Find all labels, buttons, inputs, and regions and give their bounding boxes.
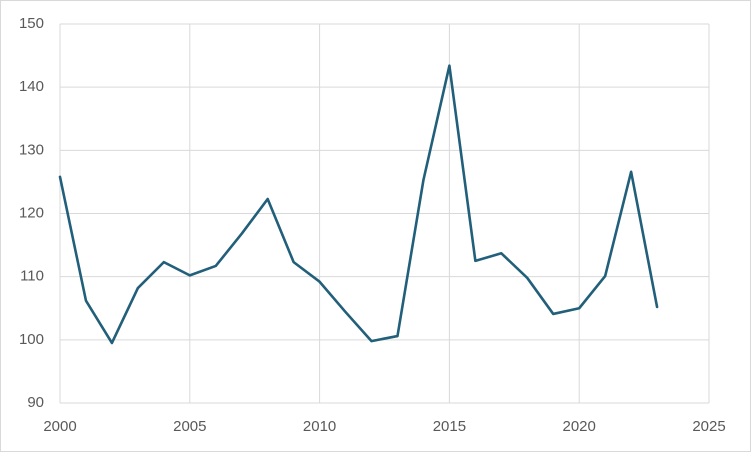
y-tick-label: 100 <box>19 331 44 348</box>
data-line <box>58 64 659 345</box>
y-tick-label: 120 <box>19 204 44 221</box>
y-tick-label: 90 <box>27 394 44 411</box>
x-tick-label: 2015 <box>433 418 466 435</box>
x-tick-label: 2025 <box>692 418 725 435</box>
y-tick-label: 130 <box>19 141 44 158</box>
x-tick-label: 2005 <box>173 418 206 435</box>
y-tick-label: 150 <box>19 15 44 32</box>
x-tick-label: 2000 <box>43 418 76 435</box>
x-tick-label: 2010 <box>303 418 336 435</box>
y-tick-label: 140 <box>19 78 44 95</box>
x-tick-label: 2020 <box>563 418 596 435</box>
y-tick-label: 110 <box>20 268 44 285</box>
